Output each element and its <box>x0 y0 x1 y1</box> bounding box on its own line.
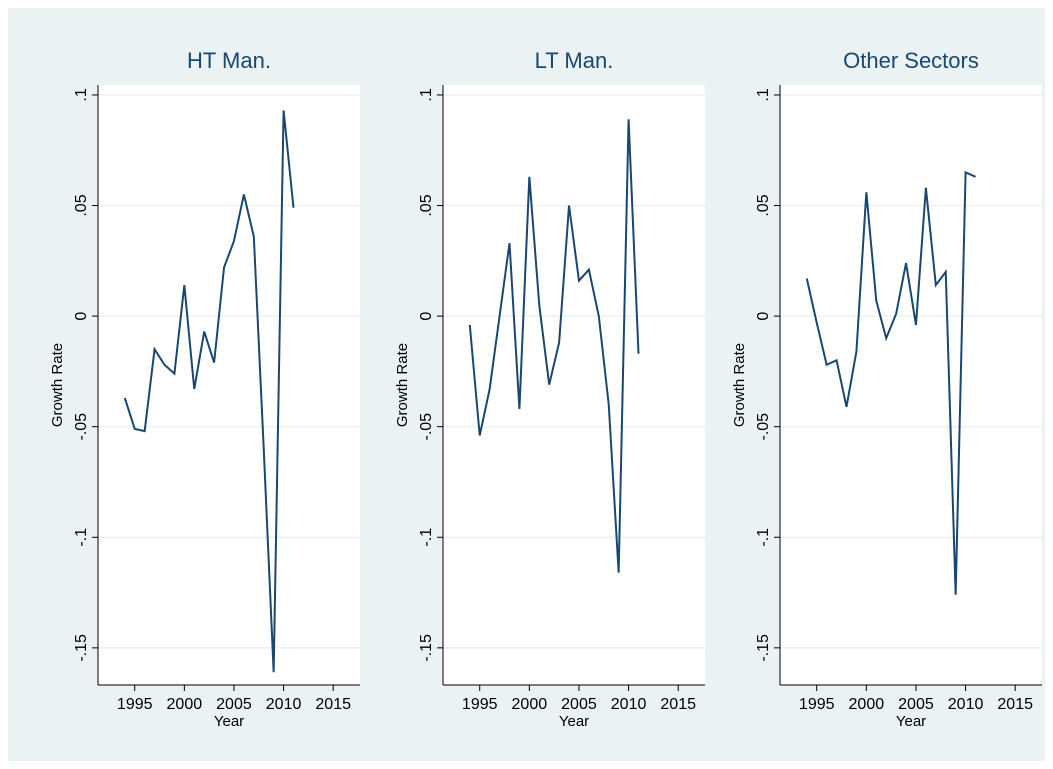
y-tick-label: -.05 <box>73 413 90 441</box>
y-tick-label: .05 <box>73 194 90 216</box>
y-tick-label: 0 <box>73 312 90 321</box>
data-line <box>468 119 640 573</box>
plot-region <box>98 85 360 685</box>
y-axis-title: Growth Rate <box>394 343 411 427</box>
y-tick-label: -.15 <box>73 634 90 662</box>
chart-title: LT Man. <box>535 48 614 73</box>
x-tick-label: 2000 <box>167 696 203 713</box>
y-tick-label: .1 <box>73 88 90 101</box>
y-tick-label: 0 <box>418 312 435 321</box>
y-tick-label: -.1 <box>73 528 90 547</box>
x-tick-label: 2005 <box>898 696 934 713</box>
y-axis-title: Growth Rate <box>49 343 66 427</box>
y-tick-label: -.15 <box>755 634 772 662</box>
x-tick-label: 1995 <box>799 696 835 713</box>
y-tick-label: -.1 <box>755 528 772 547</box>
x-tick-label: 2015 <box>660 696 696 713</box>
y-tick-label: -.05 <box>755 413 772 441</box>
x-tick-label: 2000 <box>512 696 548 713</box>
x-axis-title: Year <box>559 713 589 730</box>
chart-title: HT Man. <box>187 48 271 73</box>
y-tick-label: -.15 <box>418 634 435 662</box>
y-tick-label: -.1 <box>418 528 435 547</box>
x-tick-label: 2010 <box>948 696 984 713</box>
x-tick-label: 1995 <box>462 696 498 713</box>
y-tick-label: .1 <box>755 88 772 101</box>
y-tick-label: .05 <box>418 194 435 216</box>
y-axis-title: Growth Rate <box>731 343 748 427</box>
plot-region <box>443 85 705 685</box>
x-axis-title: Year <box>214 713 244 730</box>
y-tick-label: .05 <box>755 194 772 216</box>
x-tick-label: 2015 <box>315 696 351 713</box>
y-tick-label: 0 <box>755 312 772 321</box>
x-tick-label: 2005 <box>216 696 252 713</box>
chart-title: Other Sectors <box>843 48 979 73</box>
y-tick-label: .1 <box>418 88 435 101</box>
x-tick-label: 2015 <box>997 696 1033 713</box>
x-tick-label: 2005 <box>561 696 597 713</box>
x-tick-label: 2000 <box>849 696 885 713</box>
data-line <box>123 110 295 673</box>
x-axis-title: Year <box>896 713 926 730</box>
x-tick-label: 2010 <box>611 696 647 713</box>
plot-region <box>780 85 1042 685</box>
y-tick-label: -.05 <box>418 413 435 441</box>
x-tick-label: 2010 <box>266 696 302 713</box>
x-tick-label: 1995 <box>117 696 153 713</box>
data-line <box>805 170 976 595</box>
